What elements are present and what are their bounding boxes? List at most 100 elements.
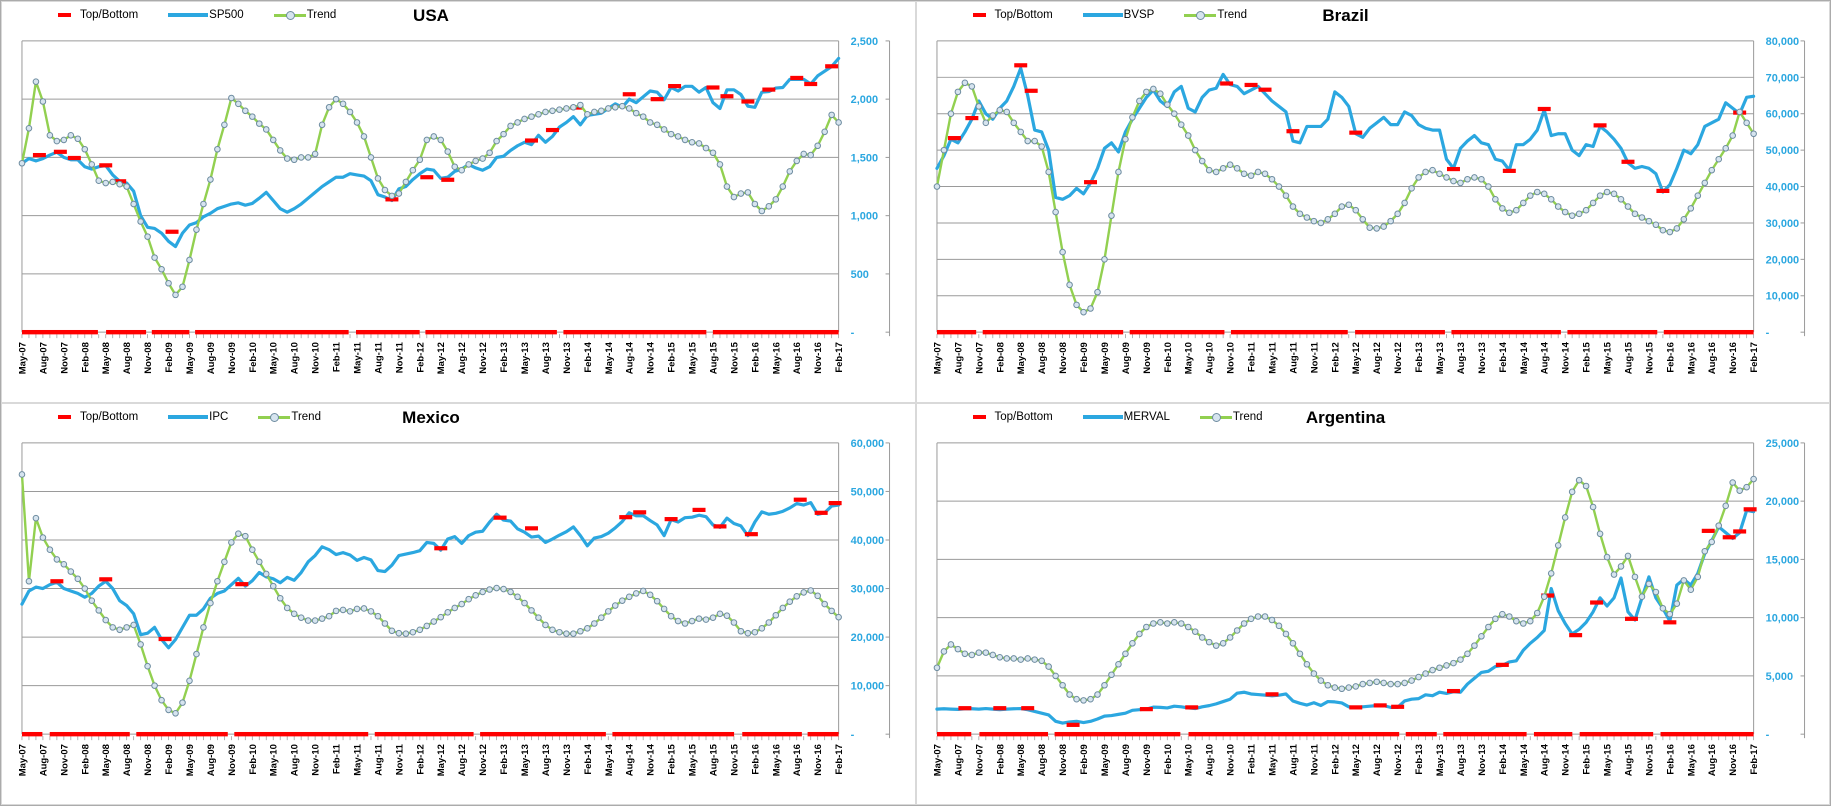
svg-text:Feb-10: Feb-10 (248, 342, 259, 373)
svg-text:Nov-16: Nov-16 (813, 342, 824, 374)
svg-text:Aug-07: Aug-07 (38, 342, 49, 374)
svg-text:10,000: 10,000 (1765, 291, 1799, 303)
svg-text:Feb-08: Feb-08 (995, 744, 1006, 775)
legend-item-index[interactable]: BVSP (1123, 9, 1155, 21)
svg-text:Feb-12: Feb-12 (415, 744, 426, 775)
legend-item-top-bottom[interactable]: Top/Bottom (994, 9, 1053, 21)
svg-text:Nov-14: Nov-14 (646, 341, 657, 373)
svg-text:60,000: 60,000 (851, 438, 885, 450)
legend-item-top-bottom[interactable]: Top/Bottom (994, 411, 1053, 423)
legend-item-index[interactable]: IPC (209, 411, 229, 423)
svg-text:2,500: 2,500 (851, 36, 878, 48)
svg-text:May-11: May-11 (1267, 342, 1278, 374)
svg-text:Feb-10: Feb-10 (1162, 342, 1173, 373)
argentina-chart-canvas[interactable]: 25,000 20,000 15,000 10,000 5,000 - May-07 Aug-… (917, 404, 1830, 804)
legend-item-top-bottom[interactable]: Top/Bottom (80, 9, 139, 21)
svg-text:May-14: May-14 (604, 341, 615, 374)
svg-text:May-08: May-08 (1016, 744, 1027, 776)
usa-chart-canvas[interactable]: 2,500 2,000 1,500 1,000 500 - May-07 Aug-07 Nov-… (2, 2, 915, 402)
svg-text:May-09: May-09 (185, 342, 196, 374)
top-bottom-swatch-icon (972, 415, 986, 419)
legend-item-trend[interactable]: Trend (306, 9, 337, 21)
svg-text:May-16: May-16 (1686, 744, 1697, 776)
svg-text:Feb-09: Feb-09 (1079, 342, 1090, 373)
svg-text:May-10: May-10 (1183, 342, 1194, 374)
svg-text:Nov-09: Nov-09 (227, 744, 238, 776)
svg-text:Nov-14: Nov-14 (1560, 341, 1571, 373)
svg-text:May-11: May-11 (1267, 744, 1278, 776)
svg-text:Nov-10: Nov-10 (1225, 342, 1236, 374)
svg-text:Aug-08: Aug-08 (122, 744, 133, 776)
svg-text:Nov-15: Nov-15 (1644, 342, 1655, 374)
svg-text:10,000: 10,000 (851, 681, 885, 693)
svg-text:Nov-16: Nov-16 (1728, 744, 1739, 776)
mexico-chart-canvas[interactable]: 60,000 50,000 40,000 30,000 20,000 10,000 - May… (2, 404, 915, 804)
chart-panel-brazil: Top/Bottom BVSP Trend Brazil 80,000 70,00… (915, 1, 1830, 403)
chart-panel-usa: Top/Bottom SP500 Trend USA 2,500 2,000 1,5… (1, 1, 916, 403)
svg-text:May-12: May-12 (436, 744, 447, 776)
svg-text:Nov-13: Nov-13 (562, 342, 573, 374)
svg-text:Nov-07: Nov-07 (59, 744, 70, 776)
svg-text:Feb-11: Feb-11 (1246, 744, 1257, 774)
svg-text:Aug-07: Aug-07 (953, 744, 964, 776)
svg-text:Aug-15: Aug-15 (1623, 342, 1634, 374)
svg-text:Nov-12: Nov-12 (1393, 342, 1404, 374)
svg-text:Nov-07: Nov-07 (974, 342, 985, 374)
svg-text:Nov-13: Nov-13 (562, 744, 573, 776)
svg-text:Nov-15: Nov-15 (729, 342, 740, 374)
svg-text:Feb-13: Feb-13 (1414, 744, 1425, 775)
legend-item-index[interactable]: SP500 (209, 9, 244, 21)
svg-text:Nov-15: Nov-15 (1644, 744, 1655, 776)
svg-text:20,000: 20,000 (1765, 254, 1799, 266)
svg-text:500: 500 (851, 269, 869, 281)
svg-text:Feb-11: Feb-11 (1246, 342, 1257, 372)
svg-text:May-10: May-10 (269, 744, 280, 776)
svg-text:Feb-17: Feb-17 (1749, 342, 1760, 373)
svg-text:Aug-09: Aug-09 (1120, 342, 1131, 374)
svg-text:Aug-09: Aug-09 (206, 342, 217, 374)
svg-text:Nov-10: Nov-10 (311, 342, 322, 374)
legend-item-trend[interactable]: Trend (1232, 411, 1263, 423)
svg-text:40,000: 40,000 (1765, 182, 1799, 194)
svg-text:Feb-12: Feb-12 (1330, 744, 1341, 775)
svg-text:Aug-16: Aug-16 (792, 744, 803, 776)
svg-text:Aug-14: Aug-14 (1539, 743, 1550, 776)
svg-text:Nov-14: Nov-14 (646, 743, 657, 775)
svg-text:Aug-10: Aug-10 (290, 744, 301, 776)
svg-text:Nov-08: Nov-08 (1058, 342, 1069, 374)
svg-text:Feb-11: Feb-11 (332, 744, 343, 774)
svg-text:Feb-13: Feb-13 (499, 342, 510, 373)
legend-item-trend[interactable]: Trend (1217, 9, 1247, 21)
svg-text:Nov-08: Nov-08 (143, 342, 154, 374)
svg-text:Nov-13: Nov-13 (1476, 342, 1487, 374)
brazil-chart-canvas[interactable]: 80,000 70,000 60,000 50,000 40,000 30,000 20,0… (917, 2, 1830, 402)
svg-text:Aug-14: Aug-14 (1539, 341, 1550, 374)
chart-panel-mexico: Top/Bottom IPC Trend Mexico 60,000 50,000… (1, 403, 916, 805)
legend-item-trend[interactable]: Trend (291, 411, 321, 423)
svg-text:Nov-12: Nov-12 (478, 744, 489, 776)
svg-text:May-07: May-07 (17, 342, 28, 374)
top-bottom-swatch-icon (58, 415, 71, 419)
legend-item-top-bottom[interactable]: Top/Bottom (80, 411, 139, 423)
legend-item-index[interactable]: MERVAL (1123, 411, 1170, 423)
svg-text:Feb-08: Feb-08 (80, 744, 91, 775)
svg-text:Feb-14: Feb-14 (1497, 341, 1508, 372)
svg-text:May-14: May-14 (1518, 341, 1529, 374)
svg-text:Nov-09: Nov-09 (1141, 744, 1152, 776)
svg-text:-: - (851, 729, 855, 741)
svg-text:May-10: May-10 (269, 342, 280, 374)
svg-text:Feb-16: Feb-16 (1665, 342, 1676, 373)
svg-text:Feb-15: Feb-15 (667, 342, 678, 373)
svg-text:30,000: 30,000 (851, 584, 885, 596)
svg-text:May-08: May-08 (101, 342, 112, 374)
svg-text:May-12: May-12 (1351, 744, 1362, 776)
svg-text:May-16: May-16 (771, 342, 782, 374)
svg-text:10,000: 10,000 (1765, 613, 1799, 625)
svg-text:Aug-09: Aug-09 (1120, 744, 1131, 776)
svg-text:20,000: 20,000 (1765, 496, 1799, 508)
svg-text:Nov-10: Nov-10 (1225, 744, 1236, 776)
svg-text:Feb-14: Feb-14 (583, 341, 594, 372)
svg-text:Aug-11: Aug-11 (1288, 744, 1299, 776)
svg-text:Aug-07: Aug-07 (38, 744, 49, 776)
svg-text:Nov-16: Nov-16 (813, 744, 824, 776)
